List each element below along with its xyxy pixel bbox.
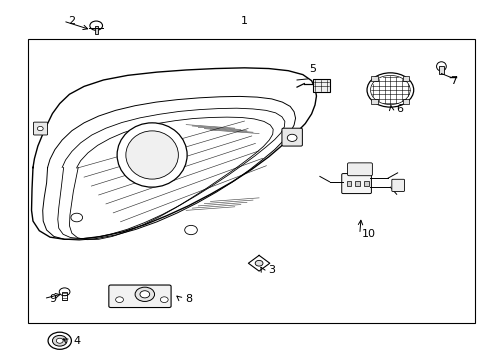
Bar [438, 66, 444, 73]
Text: 1: 1 [241, 16, 247, 26]
Bar [370, 99, 377, 104]
Text: 7: 7 [449, 76, 456, 86]
Text: 9: 9 [49, 294, 56, 303]
Text: 4: 4 [73, 337, 80, 346]
Circle shape [366, 73, 413, 107]
Bar [355, 181, 360, 186]
Circle shape [287, 134, 296, 141]
Circle shape [370, 75, 409, 104]
Circle shape [255, 260, 263, 266]
Circle shape [116, 297, 123, 302]
Text: 5: 5 [308, 64, 315, 74]
FancyBboxPatch shape [109, 285, 171, 307]
Polygon shape [248, 255, 269, 271]
Circle shape [37, 126, 43, 131]
FancyBboxPatch shape [282, 128, 302, 146]
FancyBboxPatch shape [312, 79, 329, 93]
Bar [62, 292, 67, 300]
Bar [370, 76, 377, 81]
Bar [346, 181, 351, 186]
Bar [402, 99, 408, 104]
Text: 6: 6 [396, 104, 403, 113]
FancyBboxPatch shape [341, 174, 371, 194]
Bar [28, 39, 474, 323]
Text: 8: 8 [184, 294, 192, 303]
Circle shape [59, 288, 70, 296]
Circle shape [48, 332, 71, 349]
Circle shape [184, 225, 197, 235]
FancyBboxPatch shape [33, 122, 47, 135]
Circle shape [56, 338, 63, 343]
FancyBboxPatch shape [391, 179, 404, 192]
FancyBboxPatch shape [347, 163, 372, 176]
Text: 3: 3 [267, 265, 274, 275]
Bar [364, 181, 368, 186]
Circle shape [71, 213, 82, 222]
Circle shape [90, 21, 102, 30]
Ellipse shape [117, 123, 187, 187]
Circle shape [140, 291, 149, 298]
Circle shape [160, 297, 168, 302]
Polygon shape [31, 68, 316, 239]
Ellipse shape [436, 62, 446, 71]
Circle shape [135, 287, 154, 301]
Text: 2: 2 [68, 16, 75, 26]
Ellipse shape [125, 131, 178, 179]
Bar [402, 76, 408, 81]
Text: 10: 10 [361, 229, 375, 239]
Bar [95, 26, 98, 33]
Circle shape [52, 336, 67, 346]
